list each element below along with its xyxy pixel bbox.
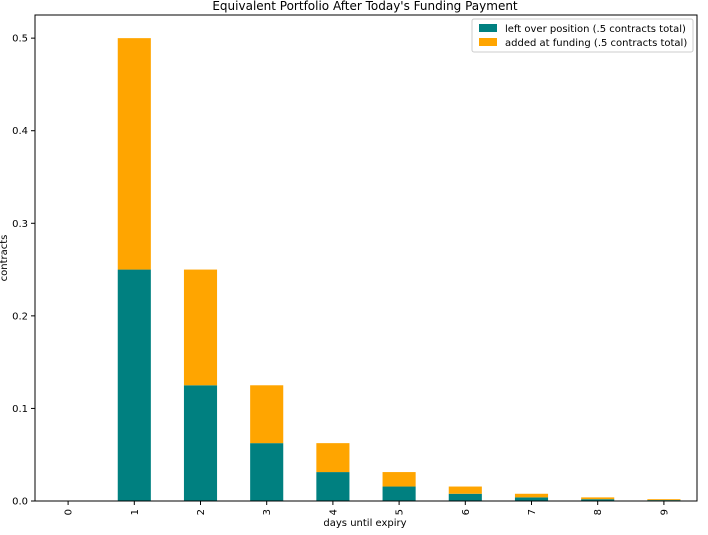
x-tick-label: 5 (395, 509, 406, 515)
y-axis-ticks: 0.0 0.1 0.2 0.3 0.4 0.5 (12, 34, 35, 508)
bar-added-at-funding-6 (448, 486, 482, 494)
bars (117, 38, 681, 501)
chart-title: Equivalent Portfolio After Today's Fundi… (212, 0, 518, 13)
x-tick-label: 3 (262, 509, 273, 515)
y-axis-label: contracts (0, 235, 10, 282)
bar-added-at-funding-2 (183, 269, 218, 386)
legend-label-left-over-position: left over position (.5 contracts total) (505, 24, 686, 35)
legend-swatch-added-at-funding (479, 38, 497, 46)
y-tick-label: 0.5 (12, 34, 28, 45)
bar-added-at-funding-7 (514, 493, 549, 498)
bar-left-over-position-4 (316, 472, 350, 501)
y-tick-label: 0.3 (12, 219, 28, 230)
x-tick-label: 0 (64, 509, 75, 515)
bar-added-at-funding-1 (117, 38, 151, 270)
x-tick-label: 1 (130, 509, 141, 515)
x-tick-label: 7 (527, 509, 538, 515)
x-axis-label: days until expiry (323, 518, 406, 529)
bar-added-at-funding-5 (382, 472, 416, 487)
y-tick-label: 0.4 (12, 126, 28, 137)
bar-left-over-position-7 (514, 497, 549, 501)
bar-left-over-position-6 (448, 493, 482, 501)
x-tick-label: 9 (659, 509, 670, 515)
x-tick-label: 6 (461, 509, 472, 515)
bar-left-over-position-5 (382, 486, 416, 501)
x-tick-label: 4 (328, 509, 339, 515)
y-tick-label: 0.1 (12, 404, 28, 415)
legend-label-added-at-funding: added at funding (.5 contracts total) (505, 38, 687, 49)
legend: left over position (.5 contracts total) … (471, 18, 694, 53)
legend-frame (471, 18, 694, 53)
bar-left-over-position-8 (581, 499, 615, 501)
y-tick-label: 0.2 (12, 311, 28, 322)
bar-added-at-funding-9 (647, 499, 681, 501)
bar-added-at-funding-8 (581, 497, 615, 500)
x-tick-label: 2 (196, 509, 207, 515)
legend-swatch-left-over-position (479, 24, 497, 32)
y-tick-label: 0.0 (12, 497, 28, 508)
bar-left-over-position-3 (250, 443, 284, 501)
x-tick-label: 8 (593, 509, 604, 515)
x-axis-ticks: 0 1 2 3 4 5 6 7 8 9 (64, 501, 670, 515)
plot-frame (34, 14, 698, 502)
bar-left-over-position-2 (183, 385, 218, 501)
bar-left-over-position-1 (117, 269, 151, 501)
bar-added-at-funding-4 (316, 443, 350, 473)
bar-added-at-funding-3 (250, 385, 284, 444)
